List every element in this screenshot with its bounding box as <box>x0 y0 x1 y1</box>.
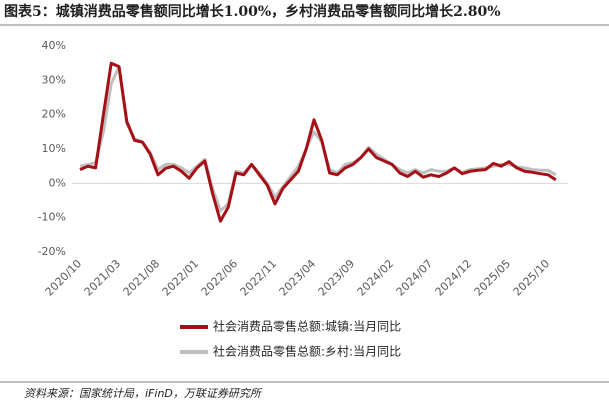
y-tick-label: 40% <box>42 39 66 52</box>
legend-label: 社会消费品零售总额:城镇:当月同比 <box>213 319 401 334</box>
x-tick-label: 2022/01 <box>160 257 202 299</box>
legend-label: 社会消费品零售总额:乡村:当月同比 <box>213 344 401 359</box>
source: 资料来源：国家统计局，iFinD，万联证券研究所 <box>24 387 263 400</box>
y-tick-label: 0% <box>49 176 66 189</box>
line-series <box>79 65 557 213</box>
x-tick-label: 2022/06 <box>199 257 241 299</box>
y-tick-label: -20% <box>38 245 66 258</box>
x-tick-label: 2023/09 <box>316 257 358 299</box>
x-tick-label: 2020/10 <box>43 257 85 299</box>
x-tick-label: 2024/12 <box>433 257 475 299</box>
line-series <box>79 61 557 223</box>
x-tick-label: 2025/10 <box>511 257 553 299</box>
x-tick-label: 2021/08 <box>121 257 163 299</box>
y-tick-label: -10% <box>38 211 66 224</box>
x-tick-label: 2023/04 <box>277 257 319 299</box>
y-tick-label: 30% <box>42 73 66 86</box>
x-tick-label: 2025/05 <box>472 257 514 299</box>
x-tick-label: 2024/02 <box>355 257 397 299</box>
x-tick-label: 2022/11 <box>238 257 280 299</box>
y-tick-label: 10% <box>42 142 66 155</box>
x-tick-label: 2024/07 <box>394 257 436 299</box>
y-tick-label: 20% <box>42 108 66 121</box>
x-tick-label: 2021/03 <box>82 257 124 299</box>
chart-title: 图表5：城镇消费品零售额同比增长1.00%，乡村消费品零售额同比增长2.80% <box>4 3 501 20</box>
